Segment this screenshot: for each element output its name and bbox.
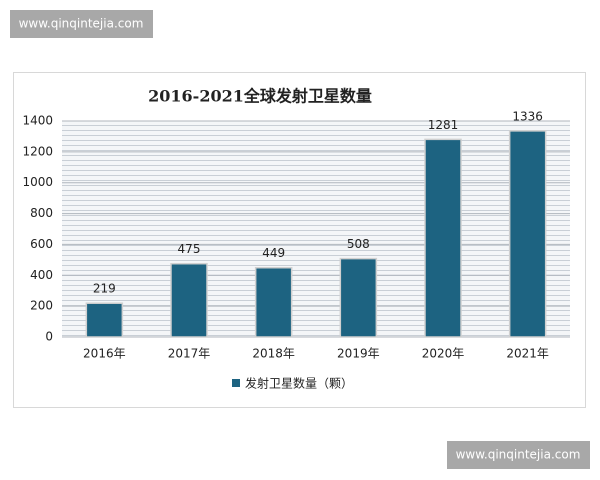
bar [85, 302, 124, 338]
y-tick-label: 400 [30, 268, 53, 282]
data-label: 1336 [512, 109, 543, 123]
bar [339, 257, 378, 338]
chart-title: 2016-2021全球发射卫星数量 [148, 87, 372, 106]
bar [254, 266, 293, 338]
legend-label: 发射卫星数量（颗） [245, 376, 353, 391]
x-tick-label: 2021年 [506, 347, 549, 361]
y-tick-label: 0 [45, 330, 53, 344]
y-tick-label: 1400 [22, 114, 53, 128]
watermark: www.qinqintejia.com [456, 448, 581, 462]
bar [508, 130, 547, 338]
x-tick-label: 2017年 [168, 347, 211, 361]
data-label: 508 [347, 237, 370, 251]
data-label: 1281 [428, 118, 459, 132]
plot-area [62, 121, 570, 337]
y-tick-label: 800 [30, 206, 53, 220]
x-tick-label: 2020年 [422, 347, 465, 361]
legend-swatch [232, 379, 240, 387]
watermark-box [447, 441, 590, 469]
bar [170, 262, 208, 338]
x-tick-label: 2018年 [252, 347, 295, 361]
watermark-box [10, 10, 153, 38]
y-tick-label: 600 [30, 237, 53, 251]
data-label: 475 [178, 242, 201, 256]
bar [424, 138, 462, 338]
data-label: 449 [262, 246, 285, 260]
watermark: www.qinqintejia.com [19, 17, 144, 31]
data-label: 219 [93, 282, 116, 296]
y-tick-label: 200 [30, 299, 53, 313]
x-tick-label: 2016年 [83, 347, 126, 361]
y-tick-label: 1000 [22, 175, 53, 189]
x-tick-label: 2019年 [337, 347, 380, 361]
y-tick-label: 1200 [22, 144, 53, 158]
